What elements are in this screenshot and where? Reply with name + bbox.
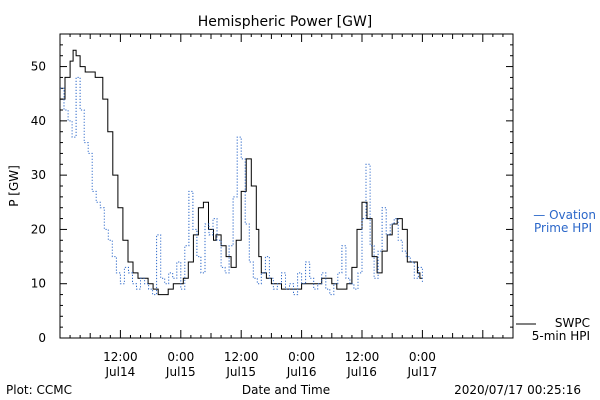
plot-frame	[59, 33, 514, 339]
footer-left: Plot: CCMC	[6, 383, 72, 397]
x-tick-label-time: 12:00	[345, 350, 380, 364]
x-tick-label-date: Jul15	[225, 365, 256, 379]
x-tick-label-time: 0:00	[288, 350, 315, 364]
x-tick-label-time: 12:00	[224, 350, 259, 364]
legend-swpc-line1: SWPC	[555, 316, 590, 330]
x-tick-label-time: 0:00	[167, 350, 194, 364]
x-axis-label: Date and Time	[242, 383, 330, 397]
y-tick-label: 0	[38, 331, 46, 345]
y-tick-label: 40	[31, 114, 46, 128]
series-layer	[60, 49, 423, 296]
y-tick-label: 20	[31, 222, 46, 236]
x-tick-label-date: Jul16	[346, 365, 377, 379]
x-axis: 12:00Jul140:00Jul1512:00Jul150:00Jul1612…	[59, 34, 514, 379]
y-axis-label: P [GW]	[7, 165, 21, 207]
y-tick-label: 30	[31, 168, 46, 182]
x-tick-label-date: Jul16	[286, 365, 317, 379]
y-tick-label: 10	[31, 277, 46, 291]
y-axis: 0 10 20 30 40 50	[31, 33, 513, 345]
legend-swpc-line2: 5-min HPI	[532, 329, 590, 343]
legend-ovation-line1: — Ovation	[533, 208, 596, 222]
legend-ovation-line2: Prime HPI	[534, 221, 592, 235]
x-tick-label-date: Jul15	[165, 365, 196, 379]
x-tick-label-time: 12:00	[103, 350, 138, 364]
x-tick-label-date: Jul14	[105, 365, 136, 379]
series-ovation-line	[60, 76, 423, 296]
x-tick-label-time: 0:00	[409, 350, 436, 364]
y-tick-label: 50	[31, 60, 46, 74]
chart-title: Hemispheric Power [GW]	[198, 14, 373, 30]
x-tick-label-date: Jul17	[407, 365, 438, 379]
footer-right: 2020/07/17 00:25:16	[454, 383, 581, 397]
series-swpc-line	[60, 49, 423, 296]
